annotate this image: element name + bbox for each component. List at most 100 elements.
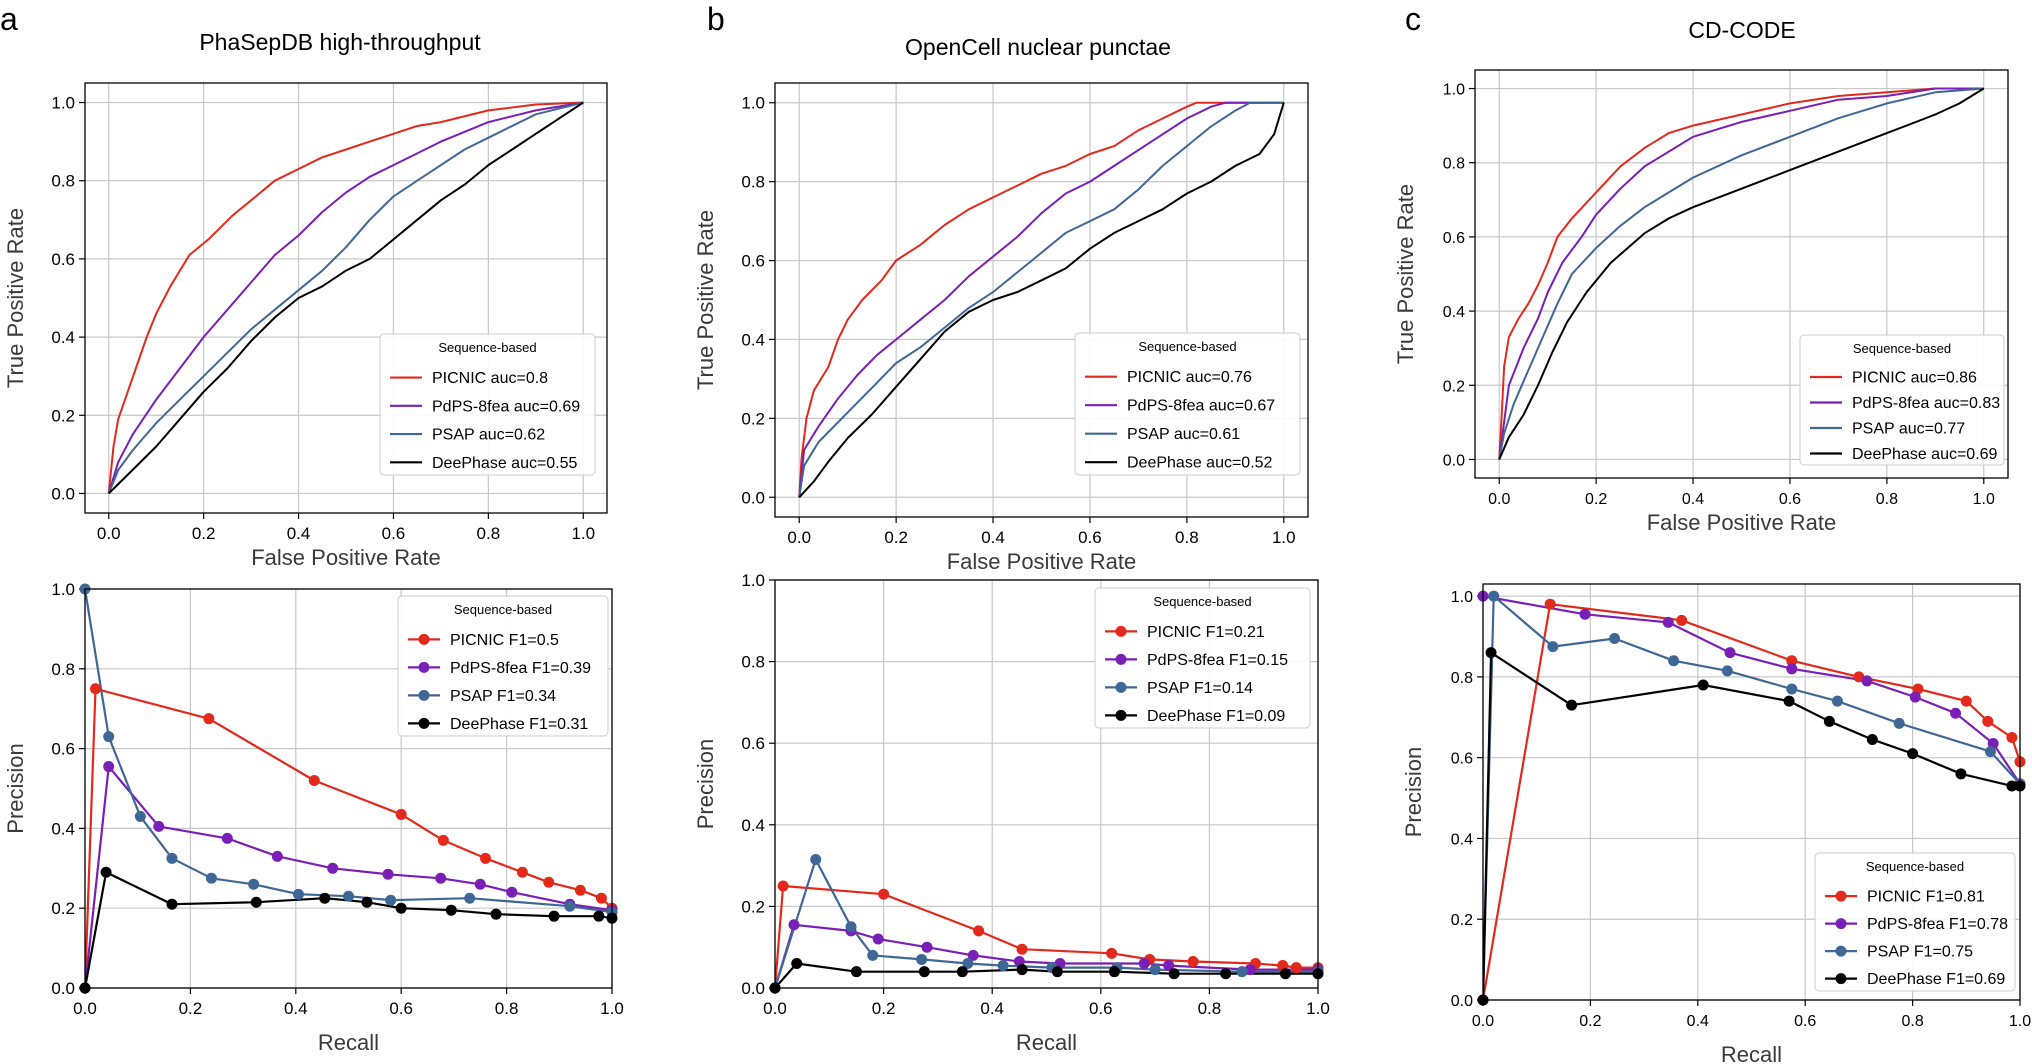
series-line-PSAP [85,589,612,914]
a-pr-chart: 0.0 0.2 0.4 0.6 0.8 1.0 0.0 0.2 0.4 0.6 0.8 1.0 Reca… [3,580,624,1055]
x-tick-label: 0.8 [1901,1013,1923,1030]
y-axis-label: True Positive Rate [1393,184,1418,364]
data-point-DeePhase [1016,964,1028,976]
data-point-DeePhase [1697,679,1709,691]
data-point-PICNIC [1676,614,1688,626]
legend-label-DeePhase: DeePhase auc=0.69 [1852,446,1998,463]
legend-label-PSAP: PSAP auc=0.62 [432,427,545,444]
x-tick-label: 0.6 [1794,1013,1816,1030]
x-tick-label: 0.2 [192,524,216,543]
data-point-PICNIC [878,888,890,900]
data-point-PSAP [916,953,928,965]
legend-marker-PdPS-8fea [1835,918,1847,930]
x-axis-label: False Positive Rate [251,545,441,570]
y-tick-label: 0.8 [741,173,765,192]
series-line-PSAP [107,101,584,494]
legend-title: Sequence-based [438,340,536,355]
data-point-DeePhase [361,896,373,908]
x-tick-label: 0.4 [284,999,308,1018]
legend-label-PICNIC: PICNIC auc=0.86 [1852,370,1977,387]
x-tick-label: 0.0 [97,524,121,543]
data-point-PICNIC [595,892,607,904]
series-line-DeePhase [107,101,584,495]
data-point-PSAP [1488,590,1500,602]
x-tick-label: 0.4 [981,528,1005,547]
legend-label-PICNIC: PICNIC auc=0.76 [1127,369,1252,386]
y-tick-label: 0.2 [741,897,765,916]
data-point-DeePhase [1485,647,1497,659]
panel-letter-c: c [1405,1,1421,37]
legend-label-PSAP: PSAP F1=0.34 [450,688,556,705]
legend-label-PSAP: PSAP auc=0.77 [1852,421,1965,438]
data-point-PdPS-8fea [1861,675,1873,687]
series-line-PdPS-8fea [775,923,1318,988]
data-point-PdPS-8fea [153,820,165,832]
legend-marker-PICNIC [418,633,430,645]
y-tick-label: 0.2 [51,899,75,918]
c-roc-data [1498,87,1985,460]
data-point-PdPS-8fea [382,868,394,880]
data-point-DeePhase [548,910,560,922]
legend-label-PSAP: PSAP auc=0.61 [1127,426,1240,443]
legend-box [1799,334,2005,466]
legend-label-PdPS-8fea: PdPS-8fea auc=0.83 [1852,395,2000,412]
data-point-PICNIC [1187,955,1199,967]
series-line-DeePhase [798,102,1285,498]
x-tick-label: 1.0 [571,524,595,543]
legend-label-PICNIC: PICNIC F1=0.5 [450,632,559,649]
data-point-PdPS-8fea [1909,691,1921,703]
data-point-PdPS-8fea [1163,960,1175,972]
y-tick-label: 0.8 [1443,156,1465,173]
y-tick-label: 1.0 [1451,589,1473,606]
chart-title: PhaSepDB high-throughput [199,29,481,55]
series-line-PdPS-8fea [1483,595,2020,785]
x-tick-label: 0.6 [389,999,413,1018]
b-pr-chart: 0.0 0.2 0.4 0.6 0.8 1.0 0.0 0.2 0.4 0.6 0.8 1.0 Reca… [693,571,1330,1055]
data-point-PdPS-8fea [921,941,933,953]
legend-marker-DeePhase [1835,973,1847,985]
legend-marker-DeePhase [418,717,430,729]
data-point-PSAP [810,853,822,865]
x-tick-label: 0.8 [495,999,519,1018]
data-point-PdPS-8fea [1786,663,1798,675]
data-point-PICNIC [973,925,985,937]
legend-label-DeePhase: DeePhase F1=0.09 [1147,708,1285,725]
y-tick-label: 0.6 [1443,230,1465,247]
data-point-DeePhase [850,966,862,978]
series-line-PSAP [798,101,1284,498]
data-point-PICNIC [395,808,407,820]
series-line-PdPS-8fea [798,101,1284,498]
y-tick-label: 0.6 [51,740,75,759]
plot-frame [84,588,613,989]
x-axis-label: False Positive Rate [1647,510,1837,535]
y-axis-label: Precision [3,743,28,833]
x-tick-label: 0.0 [763,999,787,1018]
legend-label-DeePhase: DeePhase auc=0.55 [432,455,578,472]
y-tick-label: 1.0 [741,94,765,113]
data-point-PdPS-8fea [221,832,233,844]
y-tick-label: 0.8 [51,660,75,679]
a-roc-chart: 0.0 0.2 0.4 0.6 0.8 1.0 0.0 0.2 0.4 0.6 0.8 1.0 Fals… [3,29,608,570]
data-point-PICNIC [437,834,449,846]
legend-label-PdPS-8fea: PdPS-8fea auc=0.67 [1127,398,1275,415]
y-tick-label: 0.8 [741,653,765,672]
legend-label-PSAP: PSAP F1=0.75 [1867,944,1973,961]
data-point-PICNIC [1290,962,1302,974]
c-roc-chart: 0.0 0.2 0.4 0.6 0.8 1.0 0.0 0.2 0.4 0.6 0.8 1.0 Fals… [1393,17,2009,535]
data-point-PSAP [1721,665,1733,677]
data-point-DeePhase [1051,966,1063,978]
data-point-PSAP [292,888,304,900]
data-point-PSAP [248,878,260,890]
legend-marker-PSAP [1835,945,1847,957]
plot-frame [1482,583,2021,1001]
data-point-PSAP [1831,695,1843,707]
x-tick-label: 0.8 [1198,999,1222,1018]
legend-label-PICNIC: PICNIC auc=0.8 [432,370,548,387]
x-tick-label: 1.0 [1973,491,1995,508]
data-point-PSAP [1668,655,1680,667]
y-tick-label: 0.0 [741,488,765,507]
legend-label-DeePhase: DeePhase auc=0.52 [1127,455,1273,472]
data-point-PdPS-8fea [1579,608,1591,620]
y-axis-label: Precision [1401,747,1426,837]
